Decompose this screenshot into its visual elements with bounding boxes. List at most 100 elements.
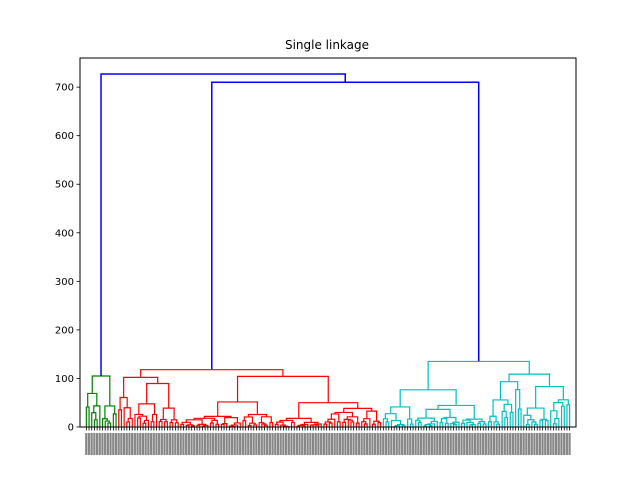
leaf-label [438,433,442,455]
dendrogram-link [343,407,373,413]
dendrogram-link [334,411,354,417]
leaf-label [314,433,317,455]
dendrogram-link [504,416,509,427]
y-tick-label: 400 [55,228,74,239]
leaf-label [509,433,512,455]
leaf-label [436,433,439,455]
dendrogram-link [243,416,253,424]
leaf-label [155,433,158,455]
leaf-label [376,433,379,455]
leaf-label [212,433,215,455]
y-tick-label: 100 [55,374,74,385]
leaf-label [374,433,377,455]
leaf-label [533,433,536,455]
dendrogram-link [138,403,156,415]
dendrogram-link [280,424,287,427]
dendrogram-link [298,402,359,419]
leaf-label [228,433,231,455]
dendrogram-link [260,416,272,423]
leaf-label [152,433,155,455]
dendrogram-link [461,422,465,427]
leaf-label [295,433,298,455]
leaf-label [517,433,520,455]
dendrogram-link [466,421,474,427]
leaf-label [114,433,118,455]
leaf-label [465,433,469,455]
dendrogram-link [417,421,422,427]
leaf-label [252,433,255,455]
dendrogram-link [203,415,232,419]
dendrogram-link [407,418,413,427]
dendrogram-link [137,417,141,427]
y-tick-label: 200 [55,325,74,336]
leaf-label [414,433,417,455]
dendrogram-link [427,360,530,390]
leaf-label [525,433,528,455]
dendrogram-link [112,413,117,427]
leaf-label [195,433,199,455]
leaf-label [382,433,385,455]
leaf-label [444,433,447,455]
leaf-label [411,433,415,455]
dendrogram-link [347,419,353,427]
leaf-label [320,433,323,455]
dendrogram-link [430,420,438,427]
dendrogram-link [220,423,225,427]
dendrogram-link [170,419,178,423]
leaf-label [568,433,571,455]
leaf-label [203,433,207,455]
dendrogram-link [233,422,241,427]
dendrogram-link [355,422,360,427]
leaf-label [344,433,347,455]
leaf-label [336,433,339,455]
leaf-label [209,433,212,455]
y-tick-label: 600 [55,131,74,142]
leaf-label [368,433,371,455]
dendrogram-link [328,422,333,427]
leaf-label [239,433,242,455]
dendrogram-link [415,419,421,427]
dendrogram-link [390,406,411,420]
dendrogram-link [222,423,228,427]
leaf-label [527,433,531,455]
dendrogram-link [327,418,336,427]
dendrogram-link [185,419,203,425]
dendrogram-link [444,422,449,427]
dendrogram-link [107,422,112,427]
leaf-label [284,433,288,455]
leaf-label [244,433,247,455]
leaf-label [398,433,401,455]
leaf-label [463,433,466,455]
dendrogram-link [401,424,406,427]
leaf-label [506,433,509,455]
leaf-label [168,433,172,455]
dendrogram-link [140,369,284,378]
leaf-label [338,433,342,455]
leaf-label [287,433,290,455]
dendrogram-link [330,413,340,422]
dendrogram-link [526,407,545,420]
leaf-label [136,433,139,455]
dendrogram-link [439,421,444,427]
dendrogram-link [539,419,544,427]
dendrogram-link [174,422,179,427]
leaf-label [322,433,325,455]
leaf-label [222,433,226,455]
leaf-labels [85,427,571,455]
leaf-label [557,433,560,455]
leaf-label [128,433,131,455]
dendrogram-link [242,420,247,427]
dendrogram-link [382,418,388,427]
y-tick-label: 700 [55,83,74,94]
leaf-label [257,433,261,455]
leaf-label [241,433,244,455]
leaf-label [460,433,463,455]
leaf-label [357,433,361,455]
leaf-label [479,433,482,455]
leaf-label [565,433,568,455]
leaf-label [552,433,555,455]
leaf-label [511,433,514,455]
leaf-label [282,433,285,455]
leaf-label [482,433,485,455]
leaf-label [492,433,496,455]
